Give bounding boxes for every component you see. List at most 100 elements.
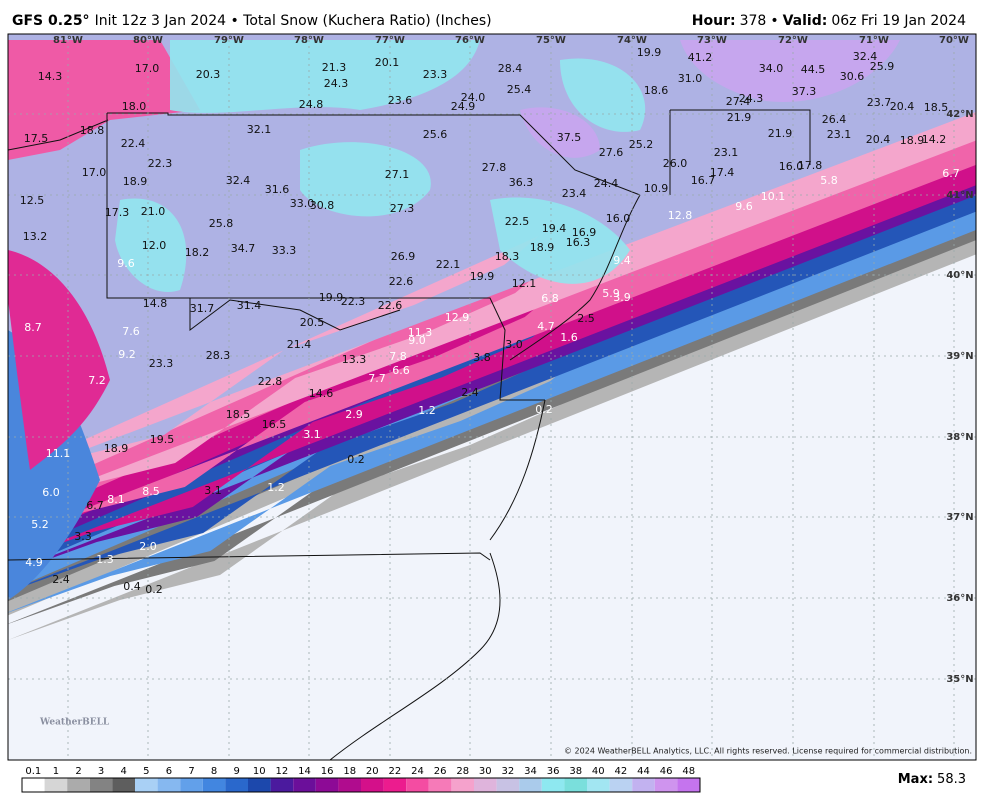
colorbar-label: 46 [660,766,673,777]
colorbar-label: 22 [389,766,402,777]
colorbar-label: 24 [411,766,424,777]
snow-total: 30.8 [310,199,335,212]
snow-total: 20.5 [300,316,325,329]
latitude-label: 37°N [946,512,973,523]
snow-total: 16.7 [691,174,716,187]
header-left: GFS 0.25° Init 12z 3 Jan 2024 • Total Sno… [12,13,492,29]
colorbar-swatch [474,778,497,792]
snow-total: 0.2 [145,583,163,596]
snow-total: 30.6 [840,70,865,83]
latitude-label: 40°N [946,270,973,281]
snow-total: 6.0 [42,486,60,499]
snow-total: 2.5 [577,312,595,325]
snow-blob [560,58,646,132]
snow-total: 11.3 [408,326,433,339]
snow-total: 23.3 [149,357,174,370]
colorbar-swatch [22,778,45,792]
snow-total: 3.9 [613,291,631,304]
snow-total: 16.0 [606,212,631,225]
snow-total: 10.9 [644,182,669,195]
snow-total: 37.5 [557,131,582,144]
snow-total: 18.9 [123,175,148,188]
colorbar-label: 6 [166,766,172,777]
colorbar-label: 3 [98,766,104,777]
colorbar-label: 10 [253,766,266,777]
colorbar-label: 32 [502,766,515,777]
snow-total: 9.6 [117,257,135,270]
snow-total: 19.9 [637,46,662,59]
snow-total: 2.4 [461,386,479,399]
snow-total: 20.4 [890,100,915,113]
snow-total: 32.1 [247,123,272,136]
snow-total: 2.4 [52,573,70,586]
colorbar-label: 1 [53,766,59,777]
snow-total: 23.6 [388,94,413,107]
colorbar-label: 14 [298,766,311,777]
snow-total: 26.4 [822,113,847,126]
snow-total: 27.1 [385,168,410,181]
snow-blob [170,40,480,113]
snow-total: 21.3 [322,61,347,74]
colorbar-swatch [248,778,271,792]
snow-total: 26.9 [391,250,416,263]
snow-total: 18.5 [226,408,251,421]
snow-total: 17.5 [24,132,49,145]
longitude-label: 76°W [455,35,485,46]
valid: 06z Fri 19 Jan 2024 [831,13,966,29]
colorbar: 0.1 1 2 3 4 5 6 7 8 9 10 12 14 16 18 20 22 24 26 28 30 32 34 36… [21,766,701,793]
snow-total: 32.4 [853,50,878,63]
longitude-label: 71°W [859,35,889,46]
description: Init 12z 3 Jan 2024 • Total Snow (Kucher… [95,13,492,29]
snow-total: 18.3 [495,250,520,263]
colorbar-swatch [496,778,520,792]
snow-total: 25.8 [209,217,234,230]
snow-total: 37.3 [792,85,817,98]
latitude-label: 35°N [946,674,973,685]
map-area [8,34,976,760]
snow-total: 10.1 [761,190,786,203]
snow-total: 22.6 [389,275,414,288]
snow-total: 22.3 [341,295,366,308]
colorbar-swatch [44,778,68,792]
snow-total: 16.0 [779,160,804,173]
snow-total: 6.7 [86,499,104,512]
snow-total: 23.1 [827,128,852,141]
colorbar-label: 42 [615,766,628,777]
max-label: Max: [898,772,933,787]
logo: WeatherBELL [39,718,110,728]
colorbar-swatch [564,778,587,792]
snow-total: 12.5 [20,194,45,207]
snow-total: 24.9 [451,100,476,113]
snow-total: 20.4 [866,133,891,146]
colorbar-label: 16 [321,766,334,777]
snow-total: 21.9 [768,127,793,140]
snow-total: 14.8 [143,297,168,310]
snow-total: 21.0 [141,205,166,218]
snow-total: 34.7 [231,242,256,255]
colorbar-swatch [89,778,113,792]
colorbar-swatch [67,778,90,792]
colorbar-swatch [587,778,610,792]
snow-total: 7.2 [88,374,106,387]
snow-total: 9.6 [735,200,753,213]
snow-total: 44.5 [801,63,826,76]
snow-total: 20.3 [196,68,221,81]
snow-total: 13.3 [342,353,367,366]
latitude-label: 36°N [946,593,973,604]
colorbar-label: 4 [121,766,127,777]
snow-total: 4.9 [25,556,43,569]
colorbar-swatch [632,778,655,792]
snow-total: 2.0 [139,540,157,553]
snow-total: 34.0 [759,62,784,75]
snow-total: 16.9 [572,226,597,239]
snow-total: 19.9 [319,291,344,304]
snow-total: 31.7 [190,302,215,315]
colorbar-swatch [541,778,565,792]
snow-total: 21.4 [287,338,312,351]
snow-total: 24.4 [594,177,619,190]
snow-total: 0.2 [347,453,365,466]
snow-total: 0.2 [535,403,553,416]
colorbar-swatch [293,778,316,792]
copyright: © 2024 WeatherBELL Analytics, LLC. All r… [564,747,972,756]
longitude-label: 72°W [778,35,808,46]
